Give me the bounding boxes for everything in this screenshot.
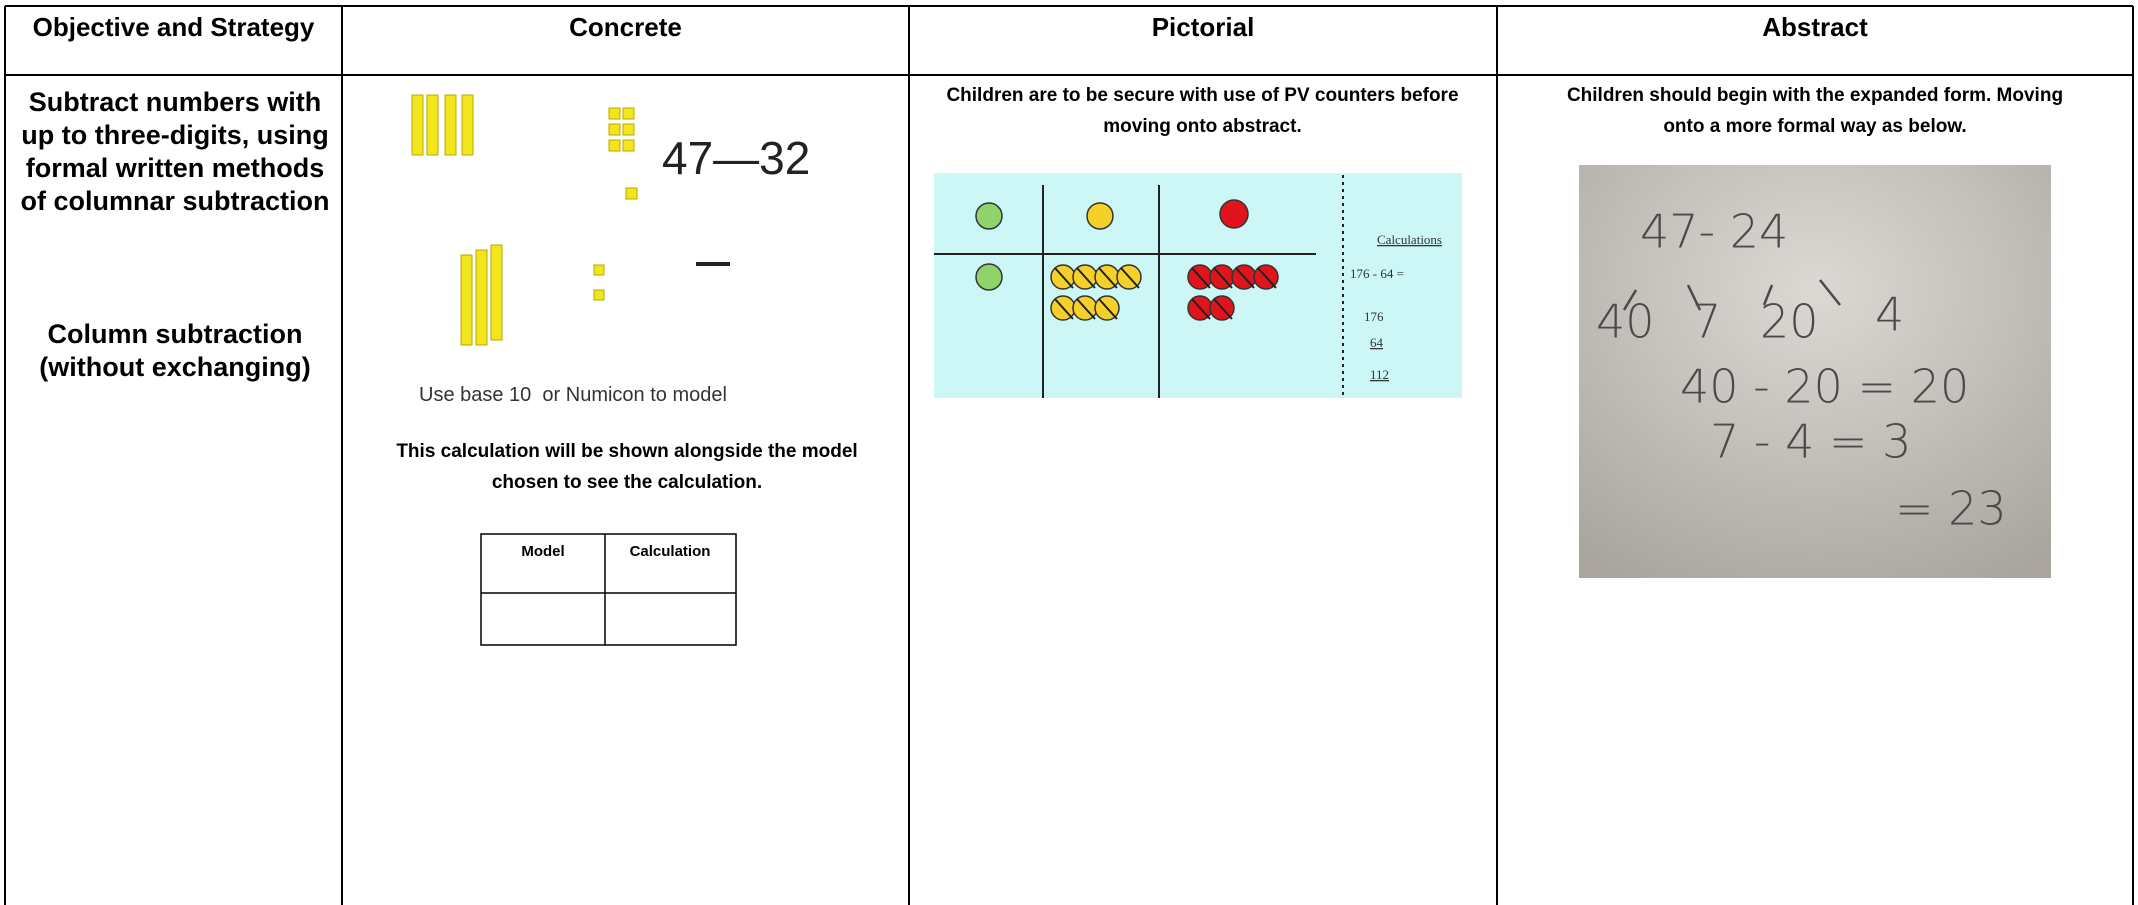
handwriting: 7 xyxy=(1692,295,1721,349)
handwriting-photo xyxy=(1579,165,2051,578)
handwriting: 47- 24 xyxy=(1640,205,1788,259)
objective: Subtract numbers with up to three-digits… xyxy=(20,87,330,216)
mini-table-header: Model xyxy=(521,543,564,560)
image-caption: Use base 10 or Numicon to model xyxy=(419,384,727,406)
handwriting: 4 xyxy=(1875,288,1904,342)
concrete-note: This calculation will be shown alongside… xyxy=(396,441,858,493)
image-line: 176 xyxy=(1364,309,1384,324)
column-header: Concrete xyxy=(569,12,682,42)
image-sum: 176 - 64 = xyxy=(1350,266,1404,281)
column-header: Abstract xyxy=(1762,12,1868,42)
strategy: Column subtraction (without exchanging) xyxy=(39,319,311,382)
handwriting: = 23 xyxy=(1895,482,2007,536)
pictorial-note: Children are to be secure with use of PV… xyxy=(946,85,1459,137)
image-line: 64 xyxy=(1370,335,1384,350)
mini-table xyxy=(480,533,737,646)
image-heading: Calculations xyxy=(1377,232,1442,247)
handwriting: 7 - 4 = 3 xyxy=(1710,415,1911,469)
handwriting: 20 xyxy=(1760,295,1819,349)
pv-counters-image xyxy=(934,173,1462,398)
handwriting: 40 - 20 = 20 xyxy=(1680,360,1969,414)
base-ten-image xyxy=(411,94,638,346)
abstract-note: Children should begin with the expanded … xyxy=(1566,85,2064,137)
image-line: 112 xyxy=(1370,367,1389,382)
image-equation: 47—32 xyxy=(662,132,810,184)
column-header: Pictorial xyxy=(1151,12,1255,42)
mini-table-header: Calculation xyxy=(630,543,711,560)
handwriting: 40 xyxy=(1596,295,1655,349)
column-header: Objective and Strategy xyxy=(32,12,315,42)
